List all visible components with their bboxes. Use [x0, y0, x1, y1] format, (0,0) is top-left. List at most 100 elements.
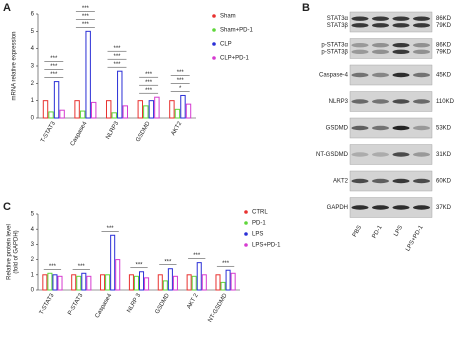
significance-label: *** — [135, 262, 143, 268]
legend-label: Sham — [220, 14, 236, 20]
significance-label: *** — [50, 72, 58, 78]
blot-band — [413, 42, 430, 48]
significance-label: *** — [78, 264, 86, 270]
blot-row-label: NLRP3 — [329, 99, 349, 105]
y-tick-label: 3 — [31, 242, 35, 248]
legend-label: LPS — [252, 232, 263, 238]
bar — [225, 269, 231, 291]
blot-band — [351, 49, 369, 55]
blot-band — [413, 23, 430, 28]
blot-band — [372, 23, 389, 28]
blot-lane-label: PD-1 — [372, 224, 384, 239]
blot-lane-label: LPS — [393, 225, 404, 238]
y-tick-label: 0 — [31, 116, 35, 122]
blot-row-label: Caspase-4 — [319, 73, 349, 79]
y-tick-label: 2 — [31, 257, 35, 263]
x-tick-label: P-STAT3 — [67, 292, 84, 316]
significance-label: *** — [82, 6, 90, 12]
significance-label: *** — [50, 64, 58, 70]
blot-band — [413, 205, 430, 210]
bar — [71, 274, 77, 291]
x-tick-label: AKT2 — [171, 120, 184, 137]
blot-band — [351, 72, 369, 78]
significance-label: *** — [50, 56, 58, 62]
x-tick-label: NT-GSDMD — [207, 292, 229, 323]
blot-band — [392, 42, 410, 48]
blot-band — [351, 152, 369, 157]
y-tick-label: 5 — [31, 212, 35, 218]
significance-label: *** — [113, 62, 121, 68]
bar — [57, 275, 63, 291]
blot-row-label: AKT2 — [333, 179, 349, 185]
blot-band — [372, 99, 389, 104]
y-tick-label: 4 — [31, 227, 35, 233]
blot-size-label: 110KD — [436, 99, 455, 105]
bar — [137, 100, 144, 119]
blot-row-label: NT-GSDMD — [316, 152, 349, 158]
blot-band — [392, 49, 410, 55]
blot-row-label: p-STAT3α — [321, 43, 348, 49]
blot-row-label: GSDMD — [326, 126, 349, 132]
blot-band — [372, 125, 389, 131]
bar — [76, 275, 82, 291]
bar — [180, 94, 186, 119]
blot-band — [392, 178, 410, 184]
bar — [133, 275, 139, 291]
bar — [220, 281, 226, 291]
blot-row-label: STAT3β — [327, 23, 349, 29]
blot-band — [413, 72, 430, 78]
y-tick-label: 2 — [31, 81, 35, 87]
bar — [90, 101, 97, 119]
legend-swatch — [244, 243, 248, 247]
bar — [81, 272, 87, 291]
blot-row-label: p-STAT3β — [321, 49, 348, 55]
blot-lane-label: LPS+PD-1 — [405, 224, 425, 252]
significance-label: *** — [145, 72, 153, 78]
blot-band — [413, 125, 430, 131]
blot-band — [372, 16, 389, 21]
x-tick-label: GSDMD — [135, 120, 152, 143]
y-axis-title: mRNA relative expression — [12, 31, 18, 100]
legend-label: LPS+PD-1 — [252, 243, 281, 249]
bar — [48, 111, 54, 119]
significance-label: *** — [49, 264, 57, 270]
blot-band — [372, 152, 389, 157]
bar — [52, 274, 58, 291]
legend-swatch — [244, 232, 248, 236]
blot-strip — [349, 197, 433, 218]
bar — [42, 274, 48, 291]
bar — [191, 275, 197, 291]
bar — [79, 110, 86, 119]
legend-label: CLP+PD-1 — [220, 56, 250, 62]
bar — [111, 112, 117, 119]
bar — [110, 234, 116, 291]
bar — [162, 280, 168, 291]
bar — [169, 100, 175, 119]
blot-band — [392, 125, 410, 131]
blot-band — [351, 125, 369, 131]
blot-size-label: 53KD — [436, 126, 452, 132]
blot-strip — [349, 170, 433, 192]
legend-label: CLP — [220, 42, 232, 48]
legend-swatch — [244, 221, 248, 225]
significance-label: *** — [177, 70, 185, 76]
legend-swatch — [212, 28, 216, 32]
bar — [143, 105, 149, 119]
y-tick-label: 6 — [31, 12, 35, 18]
blot-band — [392, 205, 410, 210]
legend-label: PD-1 — [252, 221, 266, 227]
x-tick-label: Caspase4 — [70, 120, 89, 147]
blot-band — [413, 178, 430, 184]
bar — [154, 96, 160, 119]
significance-label: *** — [145, 88, 153, 94]
bar — [215, 274, 221, 291]
y-tick-label: 1 — [31, 98, 35, 104]
blot-row-label: GAPDH — [327, 205, 348, 211]
blot-band — [413, 49, 430, 55]
legend-label: CTRL — [252, 210, 268, 216]
blot-band — [413, 16, 430, 21]
blot-band — [413, 152, 430, 157]
bar — [196, 262, 202, 291]
bar — [53, 81, 60, 119]
